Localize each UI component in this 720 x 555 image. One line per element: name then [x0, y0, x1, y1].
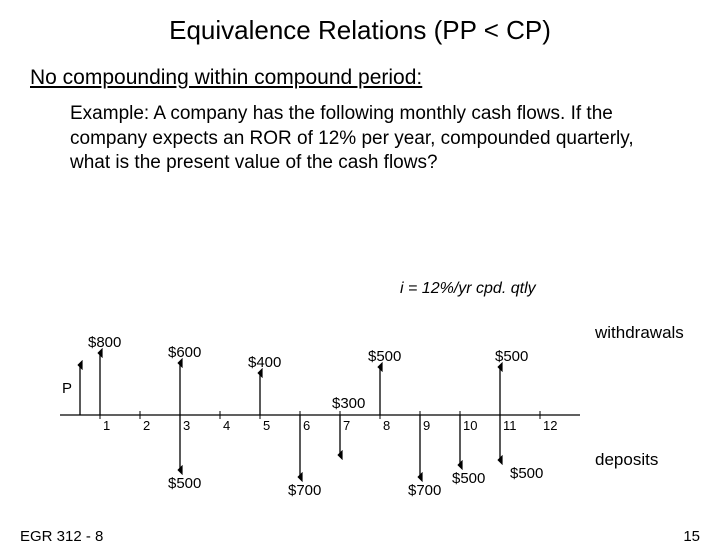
svg-text:$800: $800 — [88, 334, 121, 351]
footer-right: 15 — [683, 528, 700, 545]
svg-text:$300: $300 — [332, 395, 365, 412]
svg-text:$400: $400 — [248, 354, 281, 371]
cashflow-svg: 123456789101112P$800$600$400$500$500$500… — [60, 315, 600, 515]
example-text: Example: A company has the following mon… — [70, 102, 650, 176]
cashflow-diagram: 123456789101112P$800$600$400$500$500$500… — [60, 315, 600, 515]
svg-text:7: 7 — [343, 418, 350, 433]
subtitle: No compounding within compound period: — [30, 66, 720, 90]
deposits-label: deposits — [595, 450, 658, 470]
rate-note: i = 12%/yr cpd. qtly — [400, 280, 536, 298]
svg-text:$600: $600 — [168, 344, 201, 361]
svg-text:11: 11 — [503, 418, 517, 433]
svg-text:1: 1 — [103, 418, 110, 433]
svg-text:$700: $700 — [288, 482, 321, 499]
svg-text:P: P — [62, 380, 72, 397]
svg-text:3: 3 — [183, 418, 190, 433]
svg-text:12: 12 — [543, 418, 557, 433]
svg-text:$500: $500 — [368, 348, 401, 365]
svg-text:8: 8 — [383, 418, 390, 433]
svg-text:$500: $500 — [452, 470, 485, 487]
svg-text:2: 2 — [143, 418, 150, 433]
svg-text:$500: $500 — [168, 475, 201, 492]
svg-text:$500: $500 — [510, 465, 543, 482]
svg-text:10: 10 — [463, 418, 477, 433]
page-title: Equivalence Relations (PP < CP) — [0, 15, 720, 46]
withdrawals-label: withdrawals — [595, 323, 684, 343]
svg-text:4: 4 — [223, 418, 230, 433]
svg-text:6: 6 — [303, 418, 310, 433]
svg-text:5: 5 — [263, 418, 270, 433]
svg-text:$700: $700 — [408, 482, 441, 499]
svg-text:$500: $500 — [495, 348, 528, 365]
svg-text:9: 9 — [423, 418, 430, 433]
footer-left: EGR 312 - 8 — [20, 528, 103, 545]
